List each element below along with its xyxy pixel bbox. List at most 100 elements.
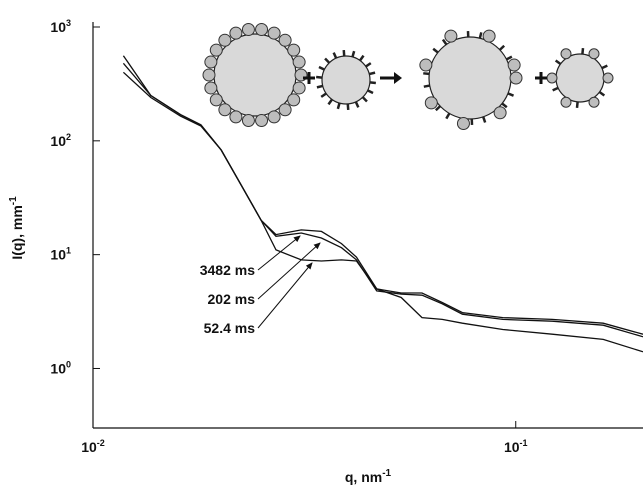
ligand bbox=[319, 67, 324, 70]
tick-label-base: 10 bbox=[504, 439, 520, 455]
shell-particle bbox=[510, 72, 522, 84]
ligand bbox=[507, 57, 512, 60]
ligand bbox=[424, 86, 430, 87]
shell-particle bbox=[420, 59, 432, 71]
ligand bbox=[602, 66, 607, 68]
annotation-arrow bbox=[258, 263, 312, 328]
shell-particle bbox=[210, 94, 222, 106]
x-axis-title-sup: -1 bbox=[382, 468, 391, 479]
x-axis-title-text: q, nm bbox=[345, 469, 382, 485]
shell-particle bbox=[230, 27, 242, 39]
x-axis-title: q, nm-1 bbox=[345, 468, 392, 485]
ligand bbox=[360, 56, 364, 61]
shell-particle bbox=[242, 23, 254, 35]
ligand bbox=[433, 49, 438, 53]
y-axis-title-text: I(q), mm bbox=[9, 205, 25, 259]
ligand bbox=[328, 99, 332, 104]
ligand bbox=[353, 51, 355, 57]
tick-label-sup: -1 bbox=[520, 438, 528, 448]
ligand bbox=[483, 117, 485, 123]
series-label: 52.4 ms bbox=[204, 320, 256, 336]
annotation-arrow bbox=[258, 236, 300, 270]
shell-particle bbox=[288, 94, 300, 106]
ligand bbox=[356, 102, 358, 107]
tick-label-base: 10 bbox=[50, 133, 66, 149]
shell-particle bbox=[293, 82, 305, 94]
shell-particle bbox=[457, 118, 469, 130]
shell-particle bbox=[256, 115, 268, 127]
shell-particle bbox=[219, 34, 231, 46]
core bbox=[322, 56, 370, 104]
shell-particle bbox=[494, 107, 506, 119]
ligand bbox=[369, 73, 375, 74]
tick-label-sup: 2 bbox=[66, 132, 71, 142]
shell-particle bbox=[210, 44, 222, 56]
ligand bbox=[508, 93, 514, 95]
ligand bbox=[423, 73, 429, 74]
ligand bbox=[577, 102, 578, 108]
illustration bbox=[203, 23, 613, 129]
shell-particle bbox=[561, 49, 571, 59]
shell-particle bbox=[589, 49, 599, 59]
tick-label-sup: 3 bbox=[66, 18, 71, 28]
ligand bbox=[363, 97, 367, 101]
series-label: 3482 ms bbox=[200, 262, 255, 278]
shell-particle bbox=[288, 44, 300, 56]
tick-label-base: 10 bbox=[81, 439, 97, 455]
series-label: 202 ms bbox=[208, 291, 256, 307]
shell-particle bbox=[293, 56, 305, 68]
core bbox=[556, 54, 604, 102]
ligand bbox=[338, 103, 340, 109]
tick-label: 101 bbox=[50, 246, 71, 263]
shell-particle bbox=[242, 115, 254, 127]
ligand bbox=[366, 63, 371, 66]
ligand bbox=[582, 48, 583, 54]
ligand bbox=[500, 46, 504, 50]
tick-label-sup: -2 bbox=[97, 438, 105, 448]
ligand bbox=[317, 86, 323, 87]
shell-particle bbox=[230, 111, 242, 123]
tick-label: 10-2 bbox=[81, 438, 105, 455]
ligand bbox=[480, 32, 481, 38]
shell-particle bbox=[268, 111, 280, 123]
ligand bbox=[316, 77, 322, 78]
ligand bbox=[334, 53, 336, 58]
y-axis-title: I(q), mm-1 bbox=[8, 196, 25, 260]
ligand bbox=[368, 90, 373, 93]
shell-particle bbox=[547, 73, 557, 83]
shell-particle bbox=[268, 27, 280, 39]
shell-particle bbox=[589, 97, 599, 107]
tick-label-base: 10 bbox=[50, 247, 66, 263]
shell-particle bbox=[603, 73, 613, 83]
y-axis-title-sup: -1 bbox=[8, 196, 19, 205]
ligand bbox=[553, 88, 558, 90]
ligand bbox=[321, 94, 326, 97]
tick-label: 10-1 bbox=[504, 438, 528, 455]
shell-particle bbox=[205, 56, 217, 68]
shell-particle bbox=[279, 104, 291, 116]
tick-label-base: 10 bbox=[50, 360, 66, 376]
ligand bbox=[556, 60, 561, 64]
ligand bbox=[599, 92, 604, 96]
shell-particle bbox=[425, 97, 437, 109]
reaction-arrow-head bbox=[394, 72, 402, 84]
shell-particle bbox=[483, 30, 495, 42]
shell-particle bbox=[203, 69, 215, 81]
tick-label: 100 bbox=[50, 359, 71, 376]
tick-label: 102 bbox=[50, 132, 71, 149]
ligand bbox=[446, 113, 449, 118]
shell-particle bbox=[256, 23, 268, 35]
shell-particle bbox=[508, 59, 520, 71]
data-line bbox=[123, 72, 643, 352]
tick-label-sup: 1 bbox=[66, 246, 71, 256]
tick-label: 103 bbox=[50, 18, 71, 35]
shell-particle bbox=[205, 82, 217, 94]
ligand bbox=[370, 82, 376, 83]
ligand bbox=[443, 40, 446, 45]
tick-label-sup: 0 bbox=[66, 359, 71, 369]
shell-particle bbox=[561, 97, 571, 107]
shell-particle bbox=[445, 30, 457, 42]
shell-particle bbox=[279, 34, 291, 46]
ligand bbox=[502, 103, 507, 107]
